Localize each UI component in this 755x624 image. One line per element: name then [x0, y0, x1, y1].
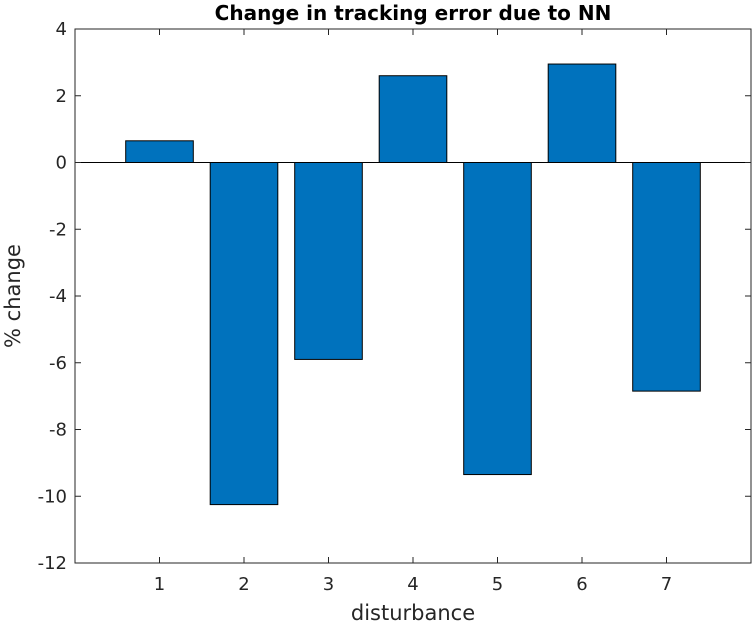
chart-title: Change in tracking error due to NN — [215, 1, 612, 25]
y-tick-label: -12 — [38, 553, 67, 574]
bar-1 — [125, 140, 194, 163]
x-tick-label: 4 — [407, 574, 418, 595]
y-tick-label: -6 — [49, 353, 67, 374]
y-tick-label: -8 — [49, 420, 67, 441]
x-tick-label: 3 — [323, 574, 334, 595]
bars-group — [125, 63, 701, 506]
bar-6 — [547, 63, 617, 163]
y-tick-label: 4 — [56, 19, 67, 40]
y-axis-ticks: 4 2 0 -2 -4 -6 -8 -10 -12 — [38, 19, 751, 574]
x-tick-label: 1 — [154, 574, 165, 595]
y-axis-label: % change — [1, 244, 25, 348]
bar-7 — [632, 162, 701, 392]
x-axis-label: disturbance — [351, 601, 475, 624]
x-axis-ticks: 1 2 3 4 5 6 7 — [154, 29, 672, 595]
y-tick-label: -2 — [49, 219, 67, 240]
x-tick-label: 6 — [576, 574, 587, 595]
y-tick-label: 2 — [56, 86, 67, 107]
x-tick-label: 7 — [661, 574, 672, 595]
bar-3 — [294, 162, 363, 360]
y-tick-label: -10 — [38, 486, 67, 507]
bar-2 — [209, 162, 279, 506]
y-tick-label: -4 — [49, 286, 67, 307]
bar-5 — [463, 162, 532, 476]
y-tick-label: 0 — [56, 153, 67, 174]
x-tick-label: 2 — [238, 574, 249, 595]
x-tick-label: 5 — [492, 574, 503, 595]
bar-4 — [378, 75, 448, 163]
